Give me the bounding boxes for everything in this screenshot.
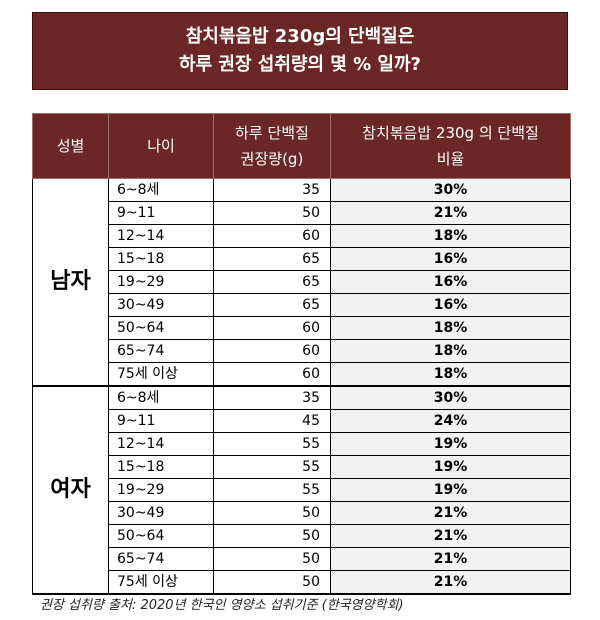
header-ratio-line-2: 비율	[436, 150, 465, 168]
age-cell: 19~29	[108, 478, 214, 502]
age-cell: 12~14	[108, 432, 214, 456]
age-cell: 6~8세	[108, 178, 214, 202]
recommended-protein-cell: 50	[213, 201, 331, 225]
header-age: 나이	[108, 113, 214, 179]
table-row: 65~74 50 21%	[33, 547, 571, 571]
age-cell: 9~11	[108, 409, 214, 433]
recommended-protein-cell: 35	[213, 386, 331, 410]
table-row: 12~14 60 18%	[33, 224, 571, 248]
age-cell: 15~18	[108, 455, 214, 479]
recommended-protein-cell: 60	[213, 362, 331, 387]
recommended-protein-cell: 50	[213, 524, 331, 548]
protein-ratio-cell: 16%	[330, 293, 571, 317]
age-cell: 12~14	[108, 224, 214, 248]
gender-cell: 남자	[32, 178, 109, 387]
title-banner: 참치볶음밥 230g의 단백질은 하루 권장 섭취량의 몇 % 일까?	[32, 12, 568, 90]
protein-ratio-cell: 24%	[330, 409, 571, 433]
table-header-row: 성별 나이 하루 단백질 권장량(g) 참치볶음밥 230g 의 단백질 비율	[32, 113, 571, 179]
recommended-protein-cell: 65	[213, 247, 331, 271]
table-row: 19~29 55 19%	[33, 478, 571, 502]
protein-ratio-cell: 21%	[330, 524, 571, 548]
age-cell: 75세 이상	[108, 362, 214, 387]
table-row: 75세 이상 50 21%	[33, 570, 571, 595]
table-body: 남자 6~8세 35 30% 9~11 50 21% 12~14 60 18% 15~18 65 16%…	[32, 178, 571, 595]
recommended-protein-cell: 65	[213, 270, 331, 294]
protein-ratio-cell: 21%	[330, 201, 571, 225]
table-row: 19~29 65 16%	[33, 270, 571, 294]
protein-ratio-cell: 18%	[330, 339, 571, 363]
protein-ratio-cell: 21%	[330, 547, 571, 571]
protein-ratio-cell: 21%	[330, 570, 571, 595]
recommended-protein-cell: 50	[213, 570, 331, 595]
recommended-protein-cell: 55	[213, 478, 331, 502]
protein-ratio-cell: 16%	[330, 270, 571, 294]
protein-ratio-table: 성별 나이 하루 단백질 권장량(g) 참치볶음밥 230g 의 단백질 비율 …	[32, 113, 571, 595]
table-row: 9~11 45 24%	[33, 409, 571, 433]
recommended-protein-cell: 45	[213, 409, 331, 433]
protein-ratio-cell: 19%	[330, 455, 571, 479]
table-row: 9~11 50 21%	[33, 201, 571, 225]
protein-ratio-cell: 19%	[330, 478, 571, 502]
recommended-protein-cell: 50	[213, 501, 331, 525]
header-ratio: 참치볶음밥 230g 의 단백질 비율	[330, 113, 571, 179]
recommended-protein-cell: 65	[213, 293, 331, 317]
header-recommended: 하루 단백질 권장량(g)	[213, 113, 331, 179]
age-cell: 15~18	[108, 247, 214, 271]
table-row: 65~74 60 18%	[33, 339, 571, 363]
header-ratio-line-1: 참치볶음밥 230g 의 단백질	[362, 124, 539, 142]
table-row: 15~18 65 16%	[33, 247, 571, 271]
table-row: 50~64 60 18%	[33, 316, 571, 340]
table-row: 30~49 50 21%	[33, 501, 571, 525]
title-line-2: 하루 권장 섭취량의 몇 % 일까?	[179, 54, 421, 75]
age-cell: 30~49	[108, 501, 214, 525]
header-gender: 성별	[32, 113, 109, 179]
age-cell: 50~64	[108, 524, 214, 548]
protein-ratio-cell: 16%	[330, 247, 571, 271]
table-row: 30~49 65 16%	[33, 293, 571, 317]
protein-ratio-cell: 18%	[330, 224, 571, 248]
recommended-protein-cell: 55	[213, 455, 331, 479]
table-row: 남자 6~8세 35 30%	[32, 178, 571, 387]
recommended-protein-cell: 60	[213, 339, 331, 363]
protein-ratio-cell: 19%	[330, 432, 571, 456]
protein-ratio-cell: 18%	[330, 316, 571, 340]
protein-ratio-cell: 30%	[330, 178, 571, 202]
table-row: 50~64 50 21%	[33, 524, 571, 548]
table-row: 12~14 55 19%	[33, 432, 571, 456]
table-row: 15~18 55 19%	[33, 455, 571, 479]
age-cell: 75세 이상	[108, 570, 214, 595]
age-cell: 6~8세	[108, 386, 214, 410]
recommended-protein-cell: 55	[213, 432, 331, 456]
table-row: 75세 이상 60 18%	[33, 362, 571, 387]
header-recommended-line-1: 하루 단백질	[235, 124, 309, 142]
age-cell: 50~64	[108, 316, 214, 340]
age-cell: 19~29	[108, 270, 214, 294]
table-row: 여자 6~8세 35 30%	[32, 386, 571, 595]
age-cell: 30~49	[108, 293, 214, 317]
header-recommended-line-2: 권장량(g)	[240, 150, 304, 168]
age-cell: 9~11	[108, 201, 214, 225]
recommended-protein-cell: 60	[213, 316, 331, 340]
age-cell: 65~74	[108, 547, 214, 571]
age-cell: 65~74	[108, 339, 214, 363]
gender-cell: 여자	[32, 386, 109, 595]
recommended-protein-cell: 50	[213, 547, 331, 571]
recommended-protein-cell: 35	[213, 178, 331, 202]
title-line-1: 참치볶음밥 230g의 단백질은	[185, 26, 415, 47]
recommended-protein-cell: 60	[213, 224, 331, 248]
protein-ratio-cell: 18%	[330, 362, 571, 387]
source-footnote: 권장 섭취량 출처: 2020년 한국인 영양소 섭취기준 (한국영양학회)	[40, 598, 404, 613]
protein-ratio-cell: 21%	[330, 501, 571, 525]
protein-ratio-cell: 30%	[330, 386, 571, 410]
